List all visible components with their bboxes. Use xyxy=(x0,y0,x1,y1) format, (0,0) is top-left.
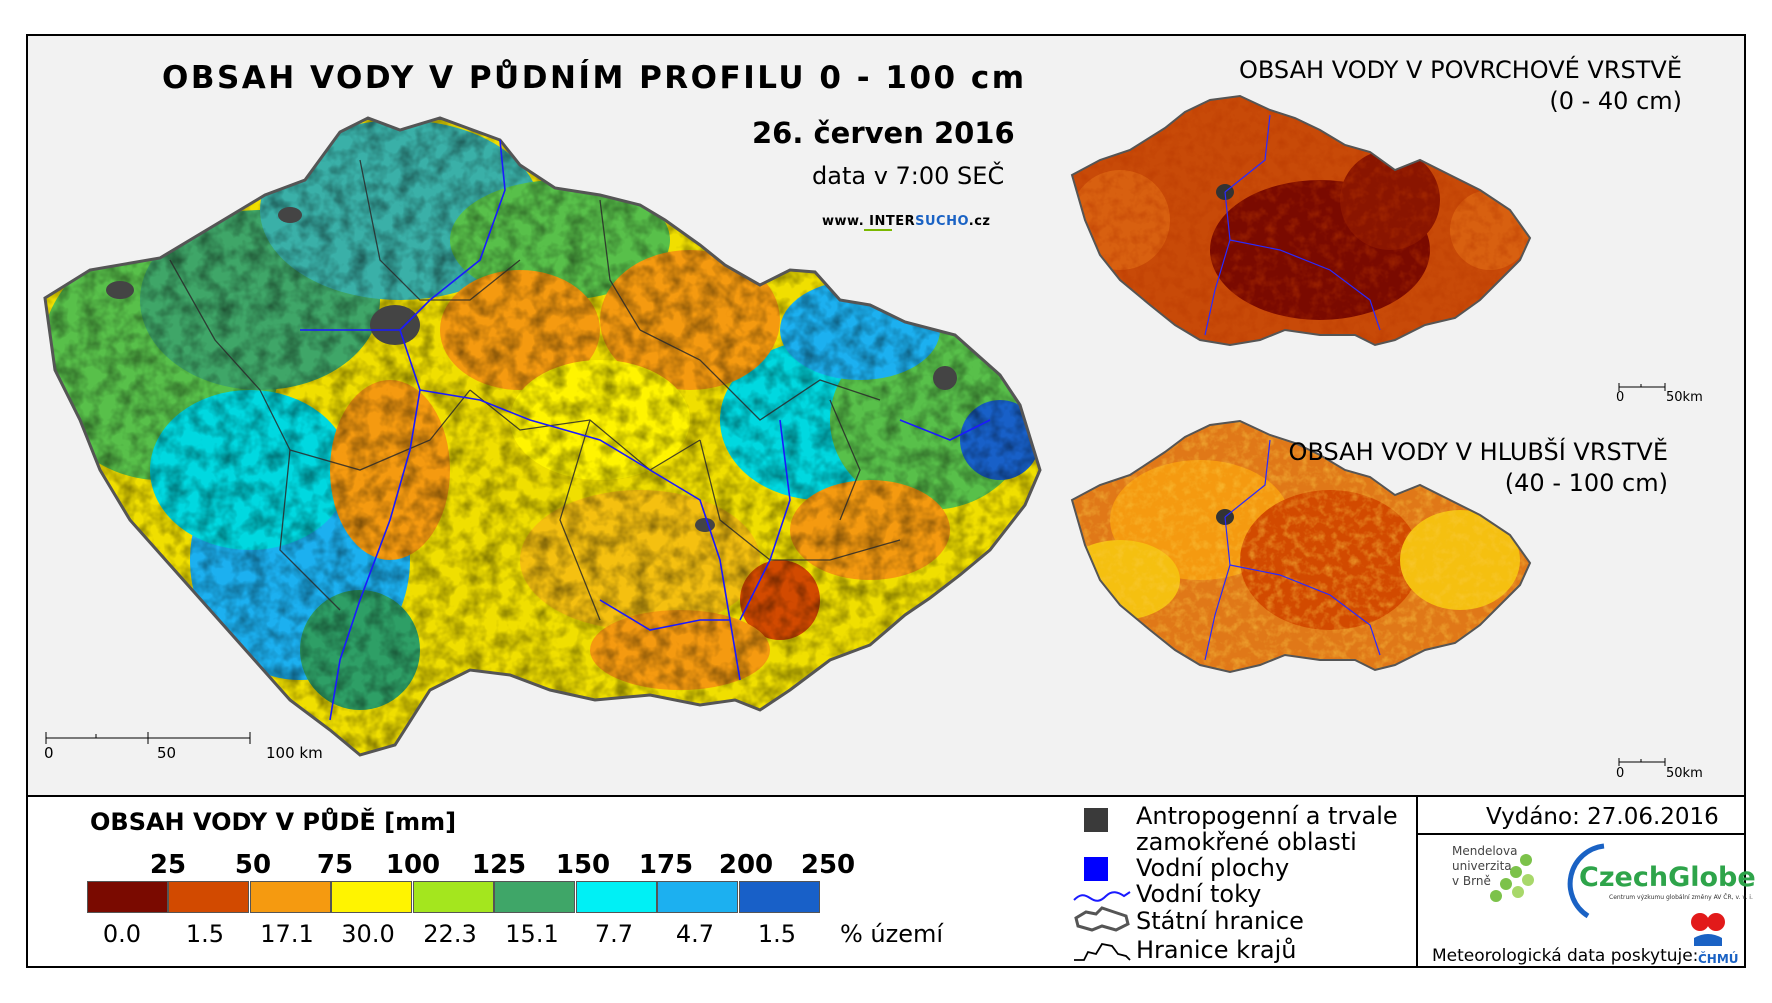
scale-label-50: 50 xyxy=(157,744,177,762)
legend-swatch xyxy=(739,881,820,913)
threshold-label: 175 xyxy=(638,850,694,880)
rivers-label: Vodní toky xyxy=(1136,880,1262,908)
map-date: 26. červen 2016 xyxy=(752,116,1015,150)
scale-label-100: 100 km xyxy=(266,744,323,762)
czechglobe-logo: CzechGlobe xyxy=(1579,862,1756,893)
deep-scale-50: 50km xyxy=(1666,766,1703,781)
mendel-dots-icon xyxy=(1490,854,1534,902)
issued-divider xyxy=(1416,833,1746,835)
web-underline xyxy=(864,229,892,231)
issued-box xyxy=(1416,795,1746,968)
percent-value: 30.0 xyxy=(341,920,395,948)
percent-value: 22.3 xyxy=(423,920,477,948)
issued-date: Vydáno: 27.06.2016 xyxy=(1486,804,1719,830)
web-prefix: www. INTER xyxy=(822,214,916,229)
scale-label-0: 0 xyxy=(44,744,54,762)
surface-title-line1: OBSAH VODY V POVRCHOVÉ VRSTVĚ xyxy=(1239,56,1682,84)
anthropogenic-line1: Antropogenní a trvale xyxy=(1136,802,1398,830)
threshold-label: 150 xyxy=(555,850,611,880)
web-suffix: .cz xyxy=(968,214,991,229)
rivers-symbol xyxy=(1073,891,1131,902)
surface-scale-0: 0 xyxy=(1616,390,1625,405)
percent-value: 7.7 xyxy=(594,920,634,948)
anthropogenic-label: Antropogenní a trvale zamokřené oblasti xyxy=(1136,803,1398,855)
threshold-label: 50 xyxy=(234,850,272,880)
percent-value: 17.1 xyxy=(260,920,314,948)
legend-swatch xyxy=(657,881,738,913)
percent-value: 15.1 xyxy=(505,920,559,948)
met-data-provider: Meteorologická data poskytuje: xyxy=(1432,946,1699,966)
water-bodies-swatch xyxy=(1084,857,1108,881)
deep-scale-0: 0 xyxy=(1616,766,1625,781)
threshold-label: 100 xyxy=(385,850,441,880)
web-highlight: SUCHO xyxy=(915,214,969,229)
anthropogenic-line2: zamokřené oblasti xyxy=(1136,828,1357,856)
percent-value: 0.0 xyxy=(102,920,142,948)
percent-value: 4.7 xyxy=(675,920,715,948)
data-time: data v 7:00 SEČ xyxy=(812,162,1005,190)
state-border-symbol xyxy=(1074,906,1130,932)
region-border-symbol xyxy=(1074,942,1131,961)
deep-title-line2: (40 - 100 cm) xyxy=(1504,469,1668,497)
deep-map-title: OBSAH VODY V HLUBŠÍ VRSTVĚ (40 - 100 cm) xyxy=(1178,437,1668,499)
threshold-label: 200 xyxy=(718,850,774,880)
legend-swatch xyxy=(250,881,331,913)
surface-map-title: OBSAH VODY V POVRCHOVÉ VRSTVĚ (0 - 40 cm… xyxy=(1178,55,1682,117)
czechglobe-arc-icon xyxy=(1567,843,1605,919)
mendel-line3: v Brně xyxy=(1452,874,1491,888)
legend-swatch xyxy=(413,881,494,913)
surface-scale-50: 50km xyxy=(1666,390,1703,405)
main-title: OBSAH VODY V PŮDNÍM PROFILU 0 - 100 cm xyxy=(162,60,1027,96)
deep-title-line1: OBSAH VODY V HLUBŠÍ VRSTVĚ xyxy=(1288,438,1668,466)
surface-title-line2: (0 - 40 cm) xyxy=(1549,87,1682,115)
legend-swatch xyxy=(494,881,575,913)
legend-swatch xyxy=(168,881,249,913)
percent-unit: % území xyxy=(840,920,944,948)
main-scale-bar xyxy=(45,732,251,744)
czechglobe-subtitle: Centrum výzkumu globální změny AV ČR, v.… xyxy=(1609,894,1753,901)
deep-scale-bar xyxy=(1618,758,1666,766)
percent-value: 1.5 xyxy=(185,920,225,948)
mendel-university-logo: Mendelova univerzita v Brně xyxy=(1452,844,1517,889)
mendel-line1: Mendelova xyxy=(1452,844,1518,858)
threshold-label: 75 xyxy=(316,850,354,880)
threshold-label: 250 xyxy=(800,850,856,880)
threshold-label: 125 xyxy=(471,850,527,880)
web-link[interactable]: www. INTERSUCHO.cz xyxy=(822,214,991,231)
chmu-logo-icon xyxy=(1691,913,1725,946)
mendel-line2: univerzita xyxy=(1452,859,1512,873)
percent-value: 1.5 xyxy=(757,920,797,948)
region-border-label: Hranice krajů xyxy=(1136,936,1297,964)
anthropogenic-swatch xyxy=(1084,808,1108,832)
legend-swatch xyxy=(87,881,168,913)
water-bodies-label: Vodní plochy xyxy=(1136,854,1290,882)
legend-title: OBSAH VODY V PŮDĚ [mm] xyxy=(90,808,457,836)
legend-swatch xyxy=(576,881,657,913)
state-border-label: Státní hranice xyxy=(1136,907,1304,935)
surface-scale-bar xyxy=(1618,383,1666,391)
legend-swatch xyxy=(331,881,412,913)
chmu-label: ČHMÚ xyxy=(1698,952,1739,966)
threshold-label: 25 xyxy=(149,850,187,880)
